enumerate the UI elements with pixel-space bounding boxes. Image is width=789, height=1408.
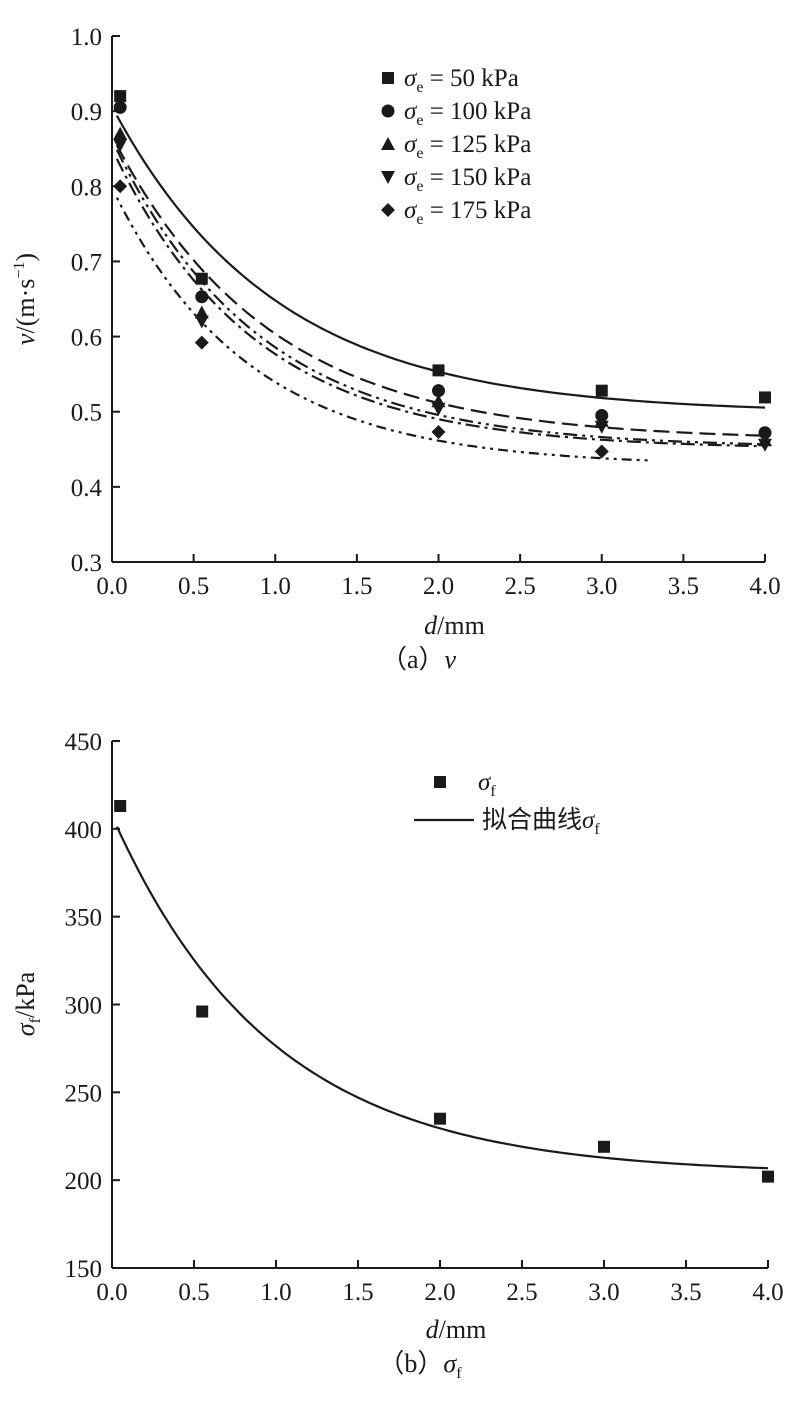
data-point [594,420,609,434]
y-tick-label: 350 [65,905,103,932]
legend-marker [381,137,395,150]
series-v-0 [114,90,771,409]
data-point [113,100,127,114]
fit-curve [115,826,769,1170]
data-point [195,290,209,304]
x-tick-label: 3.5 [668,573,699,600]
series-sigma-1 [115,826,769,1170]
y-tick-label: 0.4 [71,475,103,502]
legend-label: 拟合曲线σf [482,806,600,838]
legend-marker [382,72,394,84]
x-axis-label: d/mm [426,1315,487,1344]
x-tick-label: 0.5 [178,1279,209,1306]
y-tick-label: 0.6 [71,325,102,352]
data-point [594,444,609,459]
y-axis-label: σf/kPa [11,971,44,1036]
fit-curve [115,158,766,448]
data-point [113,179,128,194]
x-tick-label: 3.0 [588,1279,619,1306]
y-tick-label: 0.8 [71,174,102,201]
legend-label: σe = 100 kPa [404,98,531,129]
x-tick-label: 2.0 [423,573,454,600]
data-point [431,402,446,416]
x-tick-label: 4.0 [749,573,780,600]
data-point [114,90,127,103]
y-tick-label: 150 [65,1256,103,1283]
fit-curve [115,115,766,409]
panel-caption: （b）σf [378,1349,462,1382]
y-tick-label: 200 [65,1168,103,1195]
data-point [432,384,445,398]
legend-label: σe = 175 kPa [404,197,531,228]
x-tick-label: 3.5 [670,1279,701,1306]
x-tick-label: 1.0 [260,1279,291,1306]
legend-label: σe = 125 kPa [404,131,531,162]
data-point [194,335,209,350]
legend-label: σe = 50 kPa [404,65,519,96]
legend-marker [381,171,395,184]
data-point [758,426,772,440]
data-point [762,1170,774,1183]
panel-b: 0.0 0.5 1.0 1.5 2.0 2.5 3.0 3.5 4.0 150 200 250 300 3… [11,729,784,1382]
data-point [759,391,771,404]
data-point [113,138,128,152]
y-tick-label: 250 [65,1080,103,1107]
y-tick-label: 0.5 [71,400,102,427]
y-axis-label: v/(m·s−1) [11,253,40,345]
legend-label: σf [478,769,496,800]
x-tick-label: 1.5 [342,1279,373,1306]
data-point [194,305,209,319]
data-point [196,1005,209,1018]
legend-marker [381,104,395,118]
x-tick-label: 0.0 [96,1279,127,1306]
x-tick-label: 1.0 [260,573,291,600]
x-axis-label: d/mm [424,611,485,640]
y-tick-label: 0.9 [71,99,102,126]
x-tick-label: 0.0 [96,573,127,600]
data-point [431,425,446,440]
data-point [432,364,445,377]
data-point [113,126,128,140]
panel-a: 0.0 0.5 1.0 1.5 2.0 2.5 3.0 3.5 4.0 0.3 0.4 0.5 0.6 0… [11,24,781,674]
y-tick-label: 300 [65,993,103,1020]
legend-marker [381,203,395,217]
x-tick-label: 4.0 [752,1279,783,1306]
legend-marker [434,776,446,788]
x-tick-label: 2.5 [505,573,536,600]
x-tick-label: 0.5 [178,573,209,600]
y-tick-label: 450 [65,729,103,756]
x-tick-label: 2.0 [424,1279,455,1306]
series-v-4 [113,179,651,462]
y-tick-label: 0.3 [71,550,102,577]
panel-caption: （a）v [381,645,457,674]
legend: σf 拟合曲线σf [414,769,600,838]
legend-label: σe = 150 kPa [404,164,531,195]
fit-curve [115,197,651,462]
series-sigma-0 [114,799,774,1183]
x-tick-label: 2.5 [506,1279,537,1306]
data-point [595,384,608,397]
y-tick-label: 0.7 [71,249,102,276]
y-tick-label: 1.0 [71,24,102,51]
x-tick-label: 1.5 [341,573,372,600]
data-point [434,1112,446,1125]
data-point [114,799,127,812]
data-point [598,1140,610,1153]
y-tick-label: 400 [65,817,103,844]
data-point [195,272,208,285]
x-tick-label: 3.0 [586,573,617,600]
data-point [758,438,772,452]
